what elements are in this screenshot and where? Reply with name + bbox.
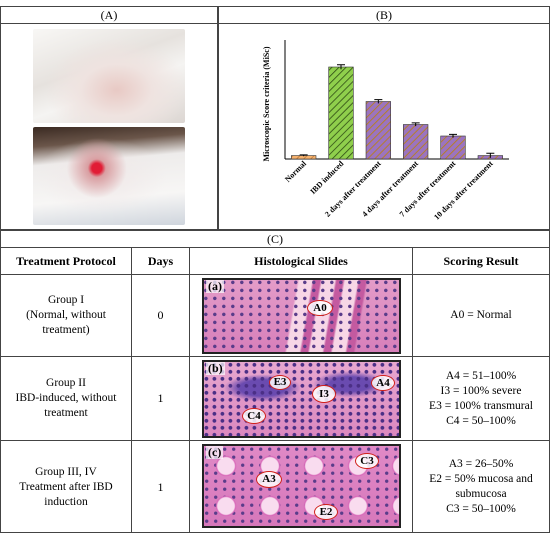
panel-c-label: (C) xyxy=(1,231,549,248)
error-bar-2 xyxy=(374,99,383,104)
slide-a: (a) A0 xyxy=(202,278,401,354)
panel-a-label: (A) xyxy=(1,7,217,24)
error-bar-4 xyxy=(449,133,457,138)
row2-scoring: A4 = 51–100% I3 = 100% severe E3 = 100% tr… xyxy=(413,357,549,441)
row1-protocol: Group I (Normal, without treatment) xyxy=(1,275,132,357)
header-histological-slides: Histological Slides xyxy=(190,248,413,275)
error-bar-0 xyxy=(299,154,308,157)
label-c4: C4 xyxy=(242,408,266,424)
header-treatment-protocol: Treatment Protocol xyxy=(1,248,132,275)
label-a0: A0 xyxy=(307,300,333,316)
label-e3: E3 xyxy=(269,375,291,390)
error-bar-5 xyxy=(486,152,495,158)
row1-scoring: A0 = Normal xyxy=(413,275,549,357)
row3-protocol: Group III, IV Treatment after IBD inductio… xyxy=(1,441,132,533)
slide-c: (c) A3 C3 E2 xyxy=(202,444,401,528)
panel-a: (A) xyxy=(0,6,218,230)
bar-4 xyxy=(440,135,466,160)
error-bar-1 xyxy=(337,64,345,70)
panel-b-label: (B) xyxy=(219,7,549,24)
header-days: Days xyxy=(132,248,190,275)
label-c3: C3 xyxy=(355,453,379,469)
bar-chart: Microscopic Score criteria (MiSc) Normal… xyxy=(262,40,509,222)
label-e2: E2 xyxy=(314,504,338,520)
panel-c: (C) Treatment Protocol Days Histological… xyxy=(0,230,550,533)
row1-slide-cell: (a) A0 xyxy=(190,275,413,357)
row3-scoring: A3 = 26–50% E2 = 50% mucosa and submucosa C… xyxy=(429,458,533,515)
photo-top xyxy=(33,29,185,123)
slide-b-letter: (b) xyxy=(206,361,225,375)
tick-label-1: IBD induced xyxy=(308,159,345,196)
slide-a-letter: (a) xyxy=(206,279,224,293)
row2-days: 1 xyxy=(132,357,190,441)
row3-slide-cell: (c) A3 C3 E2 xyxy=(190,441,413,533)
row3-days: 1 xyxy=(132,441,190,533)
bar-2 xyxy=(365,101,391,160)
label-a3: A3 xyxy=(256,471,282,488)
header-scoring-result: Scoring Result xyxy=(413,248,549,275)
slide-b: (b) E3 I3 A4 C4 xyxy=(202,360,401,438)
bar-1 xyxy=(328,66,354,160)
y-axis-label: Microscopic Score criteria (MiSc) xyxy=(262,46,271,161)
panel-b: (B) Microscopic Score criteria (MiSc) No… xyxy=(218,6,550,230)
slide-c-letter: (c) xyxy=(206,445,224,459)
bar-3 xyxy=(403,124,429,160)
label-i3: I3 xyxy=(312,385,336,403)
tick-label-0: Normal xyxy=(283,159,308,184)
row2-protocol: Group II IBD-induced, without treatment xyxy=(1,357,132,441)
label-a4: A4 xyxy=(371,375,395,391)
row1-days: 0 xyxy=(132,275,190,357)
photo-bottom xyxy=(33,127,185,225)
row2-slide-cell: (b) E3 I3 A4 C4 xyxy=(190,357,413,441)
error-bar-3 xyxy=(411,122,420,127)
